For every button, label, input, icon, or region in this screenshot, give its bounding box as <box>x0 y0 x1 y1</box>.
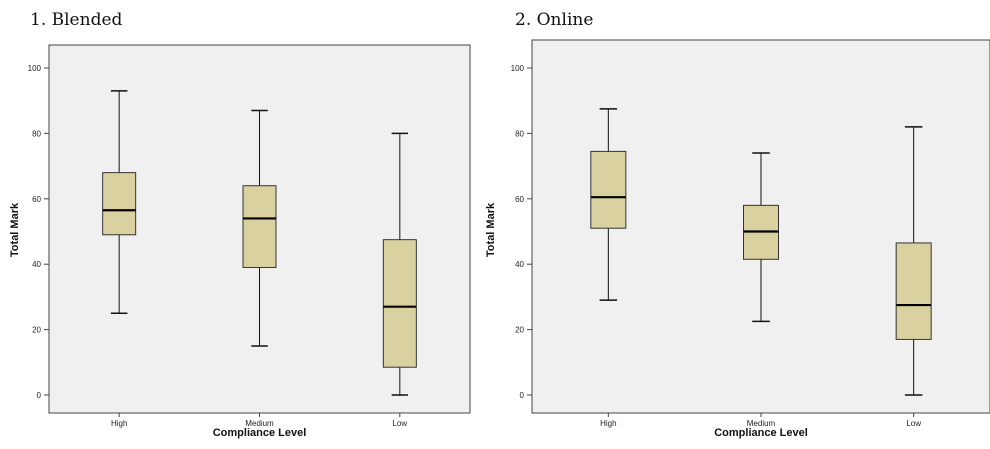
boxplot-chart-blended: 0 20 40 60 80 100 High Medium Low Compliance Leve… <box>9 44 471 439</box>
blended-y-tick-label-20: 20 <box>32 326 41 335</box>
blended-x-tick-label-medium: Medium <box>245 419 274 428</box>
blended-y-tick-label-100: 100 <box>28 64 42 73</box>
online-x-tick-label-low: Low <box>906 419 921 428</box>
online-y-tick-label-20: 20 <box>515 326 524 335</box>
online-y-tick-label-60: 60 <box>515 195 524 204</box>
blended-box-low-iqr <box>382 239 417 368</box>
blended-y-tick-label-60: 60 <box>32 195 41 204</box>
online-box-medium <box>743 152 779 323</box>
boxplot-chart-online: 0 20 40 60 80 100 High Medium Low Compliance Leve… <box>485 39 990 439</box>
blended-y-tick-label-80: 80 <box>32 129 41 138</box>
blended-box-high <box>102 90 137 314</box>
blended-x-tick-label-high: High <box>111 419 127 428</box>
online-y-tick-label-0: 0 <box>520 391 525 400</box>
online-box-high <box>590 108 627 301</box>
online-x-axis-label: Compliance Level <box>714 427 808 439</box>
online-y-tick-label-100: 100 <box>511 64 525 73</box>
blended-x-tick-label-low: Low <box>392 419 407 428</box>
online-box-low-iqr <box>895 242 932 340</box>
online-y-tick-label-40: 40 <box>515 260 524 269</box>
blended-y-tick-label-0: 0 <box>37 391 42 400</box>
blended-box-high-iqr <box>102 172 137 236</box>
blended-box-low <box>382 132 417 396</box>
chart-title-online: 2. Online <box>515 10 594 30</box>
online-y-axis-label: Total Mark <box>485 202 497 257</box>
blended-y-axis-label: Total Mark <box>9 202 21 257</box>
online-y-tick-label-80: 80 <box>515 129 524 138</box>
online-box-high-iqr <box>590 150 627 229</box>
chart-title-blended: 1. Blended <box>30 10 123 30</box>
blended-y-tick-label-40: 40 <box>32 260 41 269</box>
blended-box-medium-iqr <box>242 185 277 268</box>
online-x-tick-label-high: High <box>600 419 616 428</box>
online-x-tick-label-medium: Medium <box>747 419 776 428</box>
online-box-low <box>895 126 932 396</box>
blended-box-medium <box>242 109 277 347</box>
blended-x-axis-label: Compliance Level <box>213 427 307 439</box>
